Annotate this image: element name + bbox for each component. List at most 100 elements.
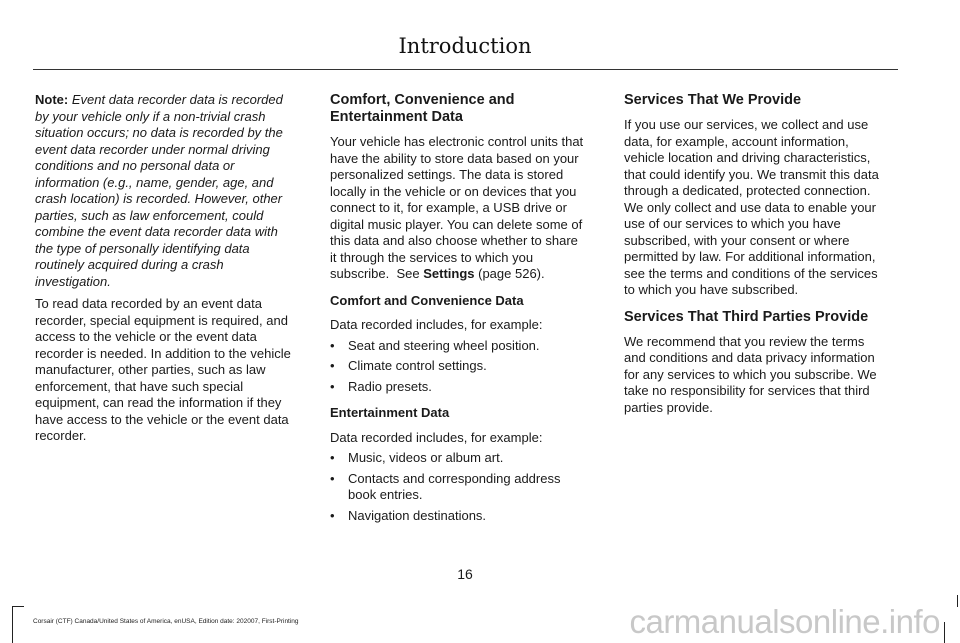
list-item: • Seat and steering wheel position. (330, 338, 608, 355)
crop-mark (944, 622, 945, 643)
text-line: Radio presets. (348, 378, 432, 394)
text-line: recorder. (35, 428, 87, 443)
list-item: • Climate control settings. (330, 358, 608, 375)
text-line: Navigation destinations. (348, 507, 487, 523)
text-span: parties, such as law enforcement, could (35, 207, 264, 223)
text-line: recorder, special equipment is required,… (35, 312, 288, 328)
text-line: If you use our services, we collect and … (624, 117, 869, 132)
text-line: recorder is needed. In addition to the v… (35, 345, 291, 361)
bullet-icon: • (330, 358, 335, 373)
bullet-icon: • (330, 378, 335, 394)
text-line: have access to the vehicle or the event … (35, 411, 289, 427)
text-line: Music, videos or album art. (348, 450, 504, 465)
text-span: investigation. (35, 273, 111, 289)
text-span: by your vehicle only if a non-trivial cr… (35, 108, 266, 124)
bullet-icon: • (330, 507, 335, 523)
text-line: for any services to which you subscribe.… (624, 366, 877, 382)
text-line: Services That Third Parties Provide (624, 308, 869, 325)
paragraph: Data recorded includes, for example: (330, 317, 608, 334)
text-span: situation occurs; no data is recorded by… (35, 125, 283, 140)
text-line: parties provide. (624, 399, 713, 415)
text-span: combine the event data recorder data wit… (35, 224, 278, 239)
text-line: Data recorded includes, for example: (330, 429, 543, 445)
text-line: routinely acquired during a crash (35, 257, 313, 274)
text-line: Comfort, Convenience and (330, 92, 515, 108)
text-line: personalized settings. The data is store… (330, 167, 564, 182)
paragraph: Note: Event data recorder data is record… (35, 92, 313, 290)
text-line: enforcement, that have such special (35, 378, 244, 394)
text-line: Entertainment Data (330, 109, 463, 125)
bold-text: Settings (423, 266, 475, 281)
text-span: conditions and no personal data or (35, 158, 235, 173)
section-heading: Services That We Provide (624, 92, 902, 109)
text-line: it through the services to which you (330, 249, 534, 265)
text-line: through a dedicated, protected connectio… (624, 183, 871, 198)
bullet-icon: • (330, 470, 335, 486)
text-line: conditions and no personal data or (35, 158, 313, 175)
text-line: Contacts and corresponding address (348, 470, 561, 486)
list-item: • Music, videos or album art. (330, 450, 608, 467)
text-span: information (e.g., name, gender, age, an… (35, 174, 274, 190)
text-line: subscribe. See Settings (page 526). (330, 266, 608, 283)
header-rule (33, 69, 898, 70)
text-line: subscribed, with your consent or where (624, 232, 850, 248)
text-line: information (e.g., name, gender, age, an… (35, 175, 313, 192)
text-line: and conditions and data privacy informat… (624, 350, 875, 365)
text-line: data, for example, account information, (624, 133, 849, 149)
text-line: use of our services to which you have (624, 216, 841, 231)
text-line: Note: Event data recorder data is record… (35, 92, 313, 109)
crop-mark (12, 606, 24, 607)
text-line: Entertainment Data (330, 405, 450, 420)
section-heading: Services That Third Parties Provide (624, 309, 902, 326)
text-line: Seat and steering wheel position. (348, 337, 540, 353)
paragraph: Your vehicle has electronic control unit… (330, 134, 608, 283)
text-line: have the ability to store data based on … (330, 150, 579, 166)
watermark-logo[interactable]: carmanualsonline.info (629, 603, 940, 640)
bullet-icon: • (330, 337, 335, 353)
text-line: Climate control settings. (348, 358, 487, 373)
bold-text: Note: (35, 92, 72, 107)
text-line: manufacturer, other parties, such as law (35, 362, 266, 377)
text-line: crash location) is recorded. However, ot… (35, 191, 313, 208)
text-line: see the terms and conditions of the serv… (624, 265, 878, 281)
page-number: 16 (457, 566, 473, 582)
column-middle: Comfort, Convenience and Entertainment Da… (330, 92, 608, 524)
text-span: Event data recorder data is recorded (71, 92, 283, 107)
text-line: Services That We Provide (624, 92, 802, 108)
paragraph: To read data recorded by an event data re… (35, 296, 313, 445)
text-line: event data recorder under normal driving (35, 142, 313, 159)
crop-mark (957, 595, 958, 607)
text-line: equipment, can read the information if t… (35, 395, 282, 410)
text-span: routinely acquired during a crash (35, 257, 224, 272)
footer-edition-text: Corsair (CTF) Canada/United States of Am… (33, 618, 299, 625)
text-line: connect to it, for example, a USB drive … (330, 200, 567, 215)
text-span: subscribe. See (330, 266, 424, 281)
list-item: • Contacts and corresponding address book … (330, 471, 608, 504)
text-line: Data recorded includes, for example: (330, 317, 543, 332)
paragraph: Data recorded includes, for example: (330, 430, 608, 447)
text-line: take no responsibility for services that… (624, 383, 870, 398)
section-heading: Comfort, Convenience and Entertainment Da… (330, 92, 608, 126)
text-line: investigation. (35, 274, 313, 291)
paragraph: We recommend that you review the terms an… (624, 334, 902, 417)
text-span: (page 526). (474, 266, 545, 281)
text-line: We recommend that you review the terms (624, 333, 865, 349)
bullet-icon: • (330, 450, 335, 465)
text-span: the type of personally identifying data (35, 240, 250, 256)
text-line: combine the event data recorder data wit… (35, 224, 313, 241)
text-line: this data and also choose whether to sha… (330, 233, 578, 248)
text-line: locally in the vehicle or on devices tha… (330, 183, 577, 199)
text-line: situation occurs; no data is recorded by… (35, 125, 313, 142)
text-span: crash location) is recorded. However, ot… (35, 191, 283, 206)
text-line: that could identify you. We transmit thi… (624, 166, 879, 182)
text-line: We only collect and use data to enable y… (624, 199, 876, 215)
column-right: Services That We Provide If you use our s… (624, 92, 902, 416)
text-line: the type of personally identifying data (35, 241, 313, 258)
text-line: To read data recorded by an event data (35, 296, 262, 311)
list-item: • Navigation destinations. (330, 508, 608, 525)
column-left: Note: Event data recorder data is record… (35, 92, 313, 445)
text-span: event data recorder under normal driving (35, 141, 270, 157)
text-line: book entries. (348, 487, 423, 502)
text-line: to which you have subscribed. (624, 282, 799, 297)
paragraph: If you use our services, we collect and … (624, 117, 902, 299)
